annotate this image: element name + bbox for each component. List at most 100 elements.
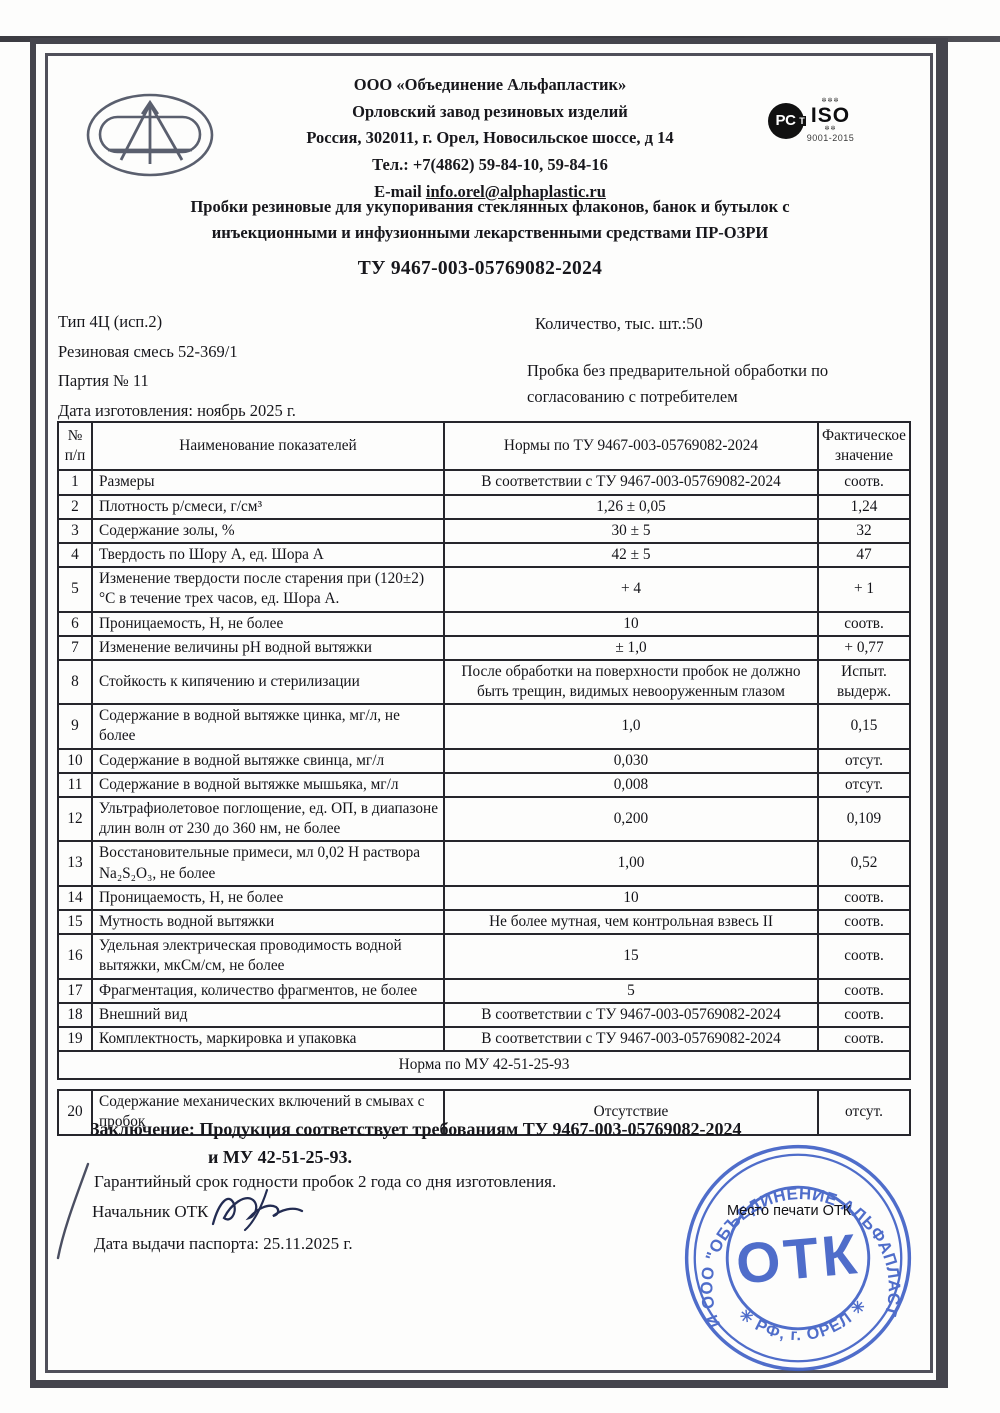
table-row: 11 Содержание в водной вытяжке мышьяка, м…: [57, 771, 911, 799]
cell-norm: 0,030: [443, 747, 819, 774]
table-row: 6 Проницаемость, Н, не более 10 соотв.: [57, 610, 911, 637]
cell-name: Твердость по Шору А, ед. Шора А: [91, 541, 445, 569]
cell-norm: 1,26 ± 0,05: [443, 493, 819, 520]
table-row: 20 Содержание механических включений в с…: [57, 1089, 911, 1136]
cell-actual: 47: [817, 541, 911, 569]
cell-norm: 1,0: [443, 703, 819, 750]
cell-actual: отсут.: [817, 771, 911, 799]
cell-name: Содержание в водной вытяжке цинка, мг/л,…: [91, 703, 445, 750]
cell-actual: 0,52: [817, 840, 911, 887]
company-phone: Тел.: +7(4862) 59-84-10, 59-84-16: [372, 155, 608, 175]
table-row: 12 Ультрафиолетовое поглощение, ед. ОП, в…: [57, 795, 911, 843]
cell-name: Проницаемость, Н, не более: [91, 610, 445, 637]
cell-norm: 5: [443, 977, 819, 1004]
cell-num: 17: [57, 977, 93, 1004]
pen-stroke-mark: [50, 1162, 100, 1267]
batch-number: Партия № 11: [58, 371, 149, 390]
row20-table: 20 Содержание механических включений в с…: [57, 1089, 911, 1136]
cell-norm: В соответствии с ТУ 9467-003-05769082-20…: [443, 1025, 819, 1053]
cell-num: 9: [57, 703, 93, 750]
cell-num: 5: [57, 566, 93, 613]
cell-num: 18: [57, 1001, 93, 1028]
iso-label: ISO: [810, 103, 851, 127]
cell-actual: + 1: [817, 566, 911, 613]
iso-deco-bottom: ✼✼: [824, 125, 837, 132]
conclusion-block: Заключение: Продукция соответствует треб…: [90, 1116, 870, 1172]
svg-text:✳ РФ, г. ОРЕЛ ✳: ✳ РФ, г. ОРЕЛ ✳: [734, 1295, 873, 1350]
cell-norm: В соответствии с ТУ 9467-003-05769082-20…: [443, 1001, 819, 1028]
cell-norm: ± 1,0: [443, 634, 819, 661]
email-address: info.orel@alphaplastic.ru: [425, 181, 606, 201]
cell-num: 10: [57, 747, 93, 774]
table-row: 4 Твердость по Шору А, ед. Шора А 42 ± 5 47: [57, 541, 911, 569]
table-row: 10 Содержание в водной вытяжке свинца, мг…: [57, 747, 911, 774]
cell-actual: соотв.: [817, 933, 911, 980]
cell-num: 11: [57, 771, 93, 799]
cell-name: Содержание золы, %: [91, 517, 445, 544]
quantity: Количество, тыс. шт.:50: [535, 314, 703, 333]
stamp-center-text: ОТК: [734, 1223, 863, 1297]
conclusion-line2: и МУ 42-51-25-93.: [208, 1146, 353, 1167]
iso-standard-number: 9001-2015: [806, 133, 855, 144]
table-row: 13 Восстановительные примеси, мл 0,02 Н р…: [57, 840, 911, 887]
cell-norm: 42 ± 5: [443, 541, 819, 569]
row20-actual: отсут.: [817, 1089, 911, 1136]
stamp-arc-bottom-text: ✳ РФ, г. ОРЕЛ ✳: [734, 1295, 873, 1350]
col-header-num: № п/п: [57, 420, 93, 472]
cell-num: 19: [57, 1025, 93, 1053]
cell-num: 15: [57, 908, 93, 936]
table-row: 2 Плотность р/смеси, г/см³ 1,26 ± 0,05 1,24: [57, 493, 911, 520]
cell-actual: соотв.: [817, 884, 911, 911]
cell-actual: соотв.: [817, 977, 911, 1004]
table-row: 16 Удельная электрическая проводимость во…: [57, 933, 911, 980]
cell-name: Содержание в водной вытяжке свинца, мг/л: [91, 747, 445, 774]
company-logo-icon: [84, 92, 216, 183]
cell-name: Удельная электрическая проводимость водн…: [91, 933, 445, 980]
cell-norm: После обработки на поверхности пробок не…: [443, 658, 819, 706]
cell-actual: соотв.: [817, 469, 911, 496]
cell-actual: 1,24: [817, 493, 911, 520]
cell-norm: 0,008: [443, 771, 819, 799]
mu-norm-note: Норма по МУ 42-51-25-93: [57, 1050, 911, 1081]
row20-norm: Отсутствие: [443, 1089, 819, 1136]
table-row: 5 Изменение твердости после старения при …: [57, 566, 911, 613]
table-row: 17 Фрагментация, количество фрагментов, н…: [57, 977, 911, 1004]
cell-actual: 0,109: [817, 795, 911, 843]
rst-mark-icon: РС Т: [767, 102, 806, 139]
batch-info-block: Тип 4Ц (исп.2) Резиновая смесь 52-369/1 …: [58, 312, 296, 430]
table-row: 18 Внешний вид В соответствии с ТУ 9467-00…: [57, 1001, 911, 1028]
mu-norm-row: Норма по МУ 42-51-25-93: [57, 1050, 911, 1081]
inner-border-frame: [45, 53, 933, 1373]
cell-num: 12: [57, 795, 93, 843]
cell-name: Изменение твердости после старения при (…: [91, 566, 445, 613]
cell-actual: отсут.: [817, 747, 911, 774]
table-gap: [57, 1080, 909, 1089]
conclusion-text: Продукция соответствует требованиям ТУ 9…: [199, 1119, 742, 1139]
factory-name: Орловский завод резиновых изделий: [352, 101, 628, 121]
stopper-type: Тип 4Ц (исп.2): [58, 312, 163, 331]
certification-badge: РС Т ✼✼✼ ISO ✼✼ 9001-2015: [756, 98, 866, 143]
company-name: ООО «Объединение Альфапластик»: [353, 75, 627, 94]
iso-deco-top: ✼✼✼: [821, 98, 840, 104]
cell-actual: соотв.: [817, 1001, 911, 1028]
table-row: 15 Мутность водной вытяжки Не более мутная…: [57, 908, 911, 936]
cell-name: Стойкость к кипячению и стерилизации: [91, 658, 445, 706]
cell-name: Размеры: [91, 469, 445, 496]
cell-num: 3: [57, 517, 93, 544]
table-row: 1 Размеры В соответствии с ТУ 9467-003-057…: [57, 469, 911, 496]
conclusion-line1: Заключение: Продукция соответствует треб…: [90, 1116, 870, 1144]
col-header-norm: Нормы по ТУ 9467-003-05769082-2024: [443, 420, 819, 472]
cell-name: Содержание в водной вытяжке мышьяка, мг/…: [91, 771, 445, 799]
cell-norm: 10: [443, 884, 819, 911]
outer-border-frame: [30, 38, 948, 1388]
cell-num: 14: [57, 884, 93, 911]
cell-num: 7: [57, 634, 93, 661]
cell-name: Комплектность, маркировка и упаковка: [91, 1025, 445, 1053]
cell-num: 16: [57, 933, 93, 980]
cell-num: 4: [57, 541, 93, 569]
col-header-actual: Фактическое значение: [817, 420, 911, 472]
company-address: Россия, 302011, г. Орел, Новосильское шо…: [306, 128, 674, 148]
cell-name: Мутность водной вытяжки: [91, 908, 445, 936]
table-row: 3 Содержание золы, % 30 ± 5 32: [57, 517, 911, 544]
